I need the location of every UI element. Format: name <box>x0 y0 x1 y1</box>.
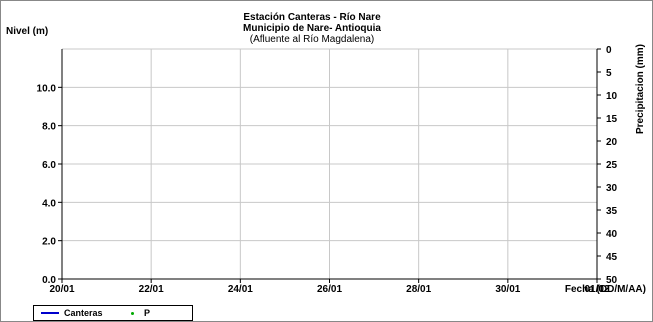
y2-tick-label: 10 <box>606 91 618 102</box>
y2-tick-label: 0 <box>606 45 612 56</box>
x-tick-label: 22/01 <box>139 284 164 295</box>
ticks-layer: 0.0 2.0 4.0 6.0 8.0 10.0 20/01 22/01 24/01 26/01 2… <box>37 45 618 295</box>
legend-line-canteras <box>41 312 59 314</box>
y-tick-label: 4.0 <box>42 198 56 209</box>
y2-tick-label: 50 <box>606 275 618 286</box>
y-tick-label: 6.0 <box>42 160 56 171</box>
legend-label-p: P <box>144 308 151 318</box>
legend: Canteras P <box>33 305 193 321</box>
y-tick-label: 8.0 <box>42 122 56 133</box>
y2-tick-label: 5 <box>606 68 612 79</box>
y2-tick-label: 15 <box>606 114 618 125</box>
x-tick-label: 26/01 <box>317 284 342 295</box>
legend-label-canteras: Canteras <box>64 308 103 318</box>
x-tick-label: 28/01 <box>406 284 431 295</box>
y-tick-label: 10.0 <box>37 83 57 94</box>
chart-title: Estación Canteras - Río Nare <box>243 12 381 23</box>
y-tick-label: 2.0 <box>42 237 56 248</box>
y2-axis-label: Precipitacion (mm) <box>635 44 646 134</box>
chart-subtitle-2: (Afluente al Río Magdalena) <box>250 34 375 45</box>
x-tick-label: 01/02 <box>584 284 609 295</box>
y2-tick-label: 20 <box>606 137 618 148</box>
x-tick-label: 24/01 <box>228 284 253 295</box>
grid-layer <box>62 48 598 279</box>
y2-tick-label: 30 <box>606 183 618 194</box>
x-tick-label: 30/01 <box>495 284 520 295</box>
y2-tick-label: 40 <box>606 229 618 240</box>
chart-subtitle: Municipio de Nare- Antioquia <box>243 23 381 34</box>
legend-marker-p <box>131 312 134 315</box>
y-tick-label: 0.0 <box>42 275 56 286</box>
x-tick-label: 20/01 <box>49 284 74 295</box>
x-axis-label: Fecha (DD/M/AA) <box>565 284 646 295</box>
y2-tick-label: 45 <box>606 252 618 263</box>
y2-tick-label: 25 <box>606 160 618 171</box>
y-axis-label: Nivel (m) <box>6 26 48 37</box>
y2-tick-label: 35 <box>606 206 618 217</box>
